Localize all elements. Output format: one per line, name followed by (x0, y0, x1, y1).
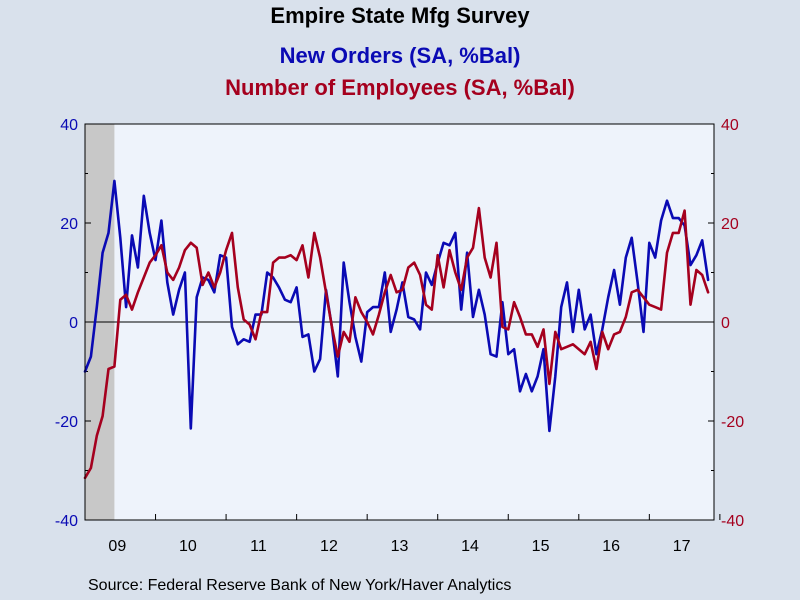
plot-frame (84, 123, 715, 521)
series-line-employees (83, 206, 710, 480)
x-tick-label: 12 (320, 538, 338, 555)
x-tick-label: 16 (602, 538, 620, 555)
left-y-tick-label: 0 (69, 315, 78, 332)
x-tick-label: 17 (673, 538, 691, 555)
source-note: Source: Federal Reserve Bank of New York… (88, 577, 512, 594)
left-y-tick-label: -40 (55, 513, 78, 530)
x-tick-label: 10 (179, 538, 197, 555)
series-line-new-orders (83, 179, 710, 433)
left-y-tick-label: 20 (60, 216, 78, 233)
x-tick-label: 15 (532, 538, 550, 555)
right-y-tick-label: 20 (721, 216, 739, 233)
x-tick-label: 11 (250, 538, 267, 555)
right-y-tick-label: 40 (721, 117, 739, 134)
right-y-tick-label: -20 (721, 414, 744, 431)
x-tick-label: 09 (108, 538, 126, 555)
x-tick-label: 14 (461, 538, 479, 555)
x-tick-label: 13 (391, 538, 409, 555)
right-y-tick-label: -40 (721, 513, 744, 530)
series-title-new-orders: New Orders (SA, %Bal) (279, 43, 521, 68)
series-title-employees: Number of Employees (SA, %Bal) (225, 75, 575, 100)
chart-title: Empire State Mfg Survey (270, 3, 530, 28)
right-y-tick-label: 0 (721, 315, 730, 332)
left-y-tick-label: 40 (60, 117, 78, 134)
left-y-tick-label: -20 (55, 414, 78, 431)
